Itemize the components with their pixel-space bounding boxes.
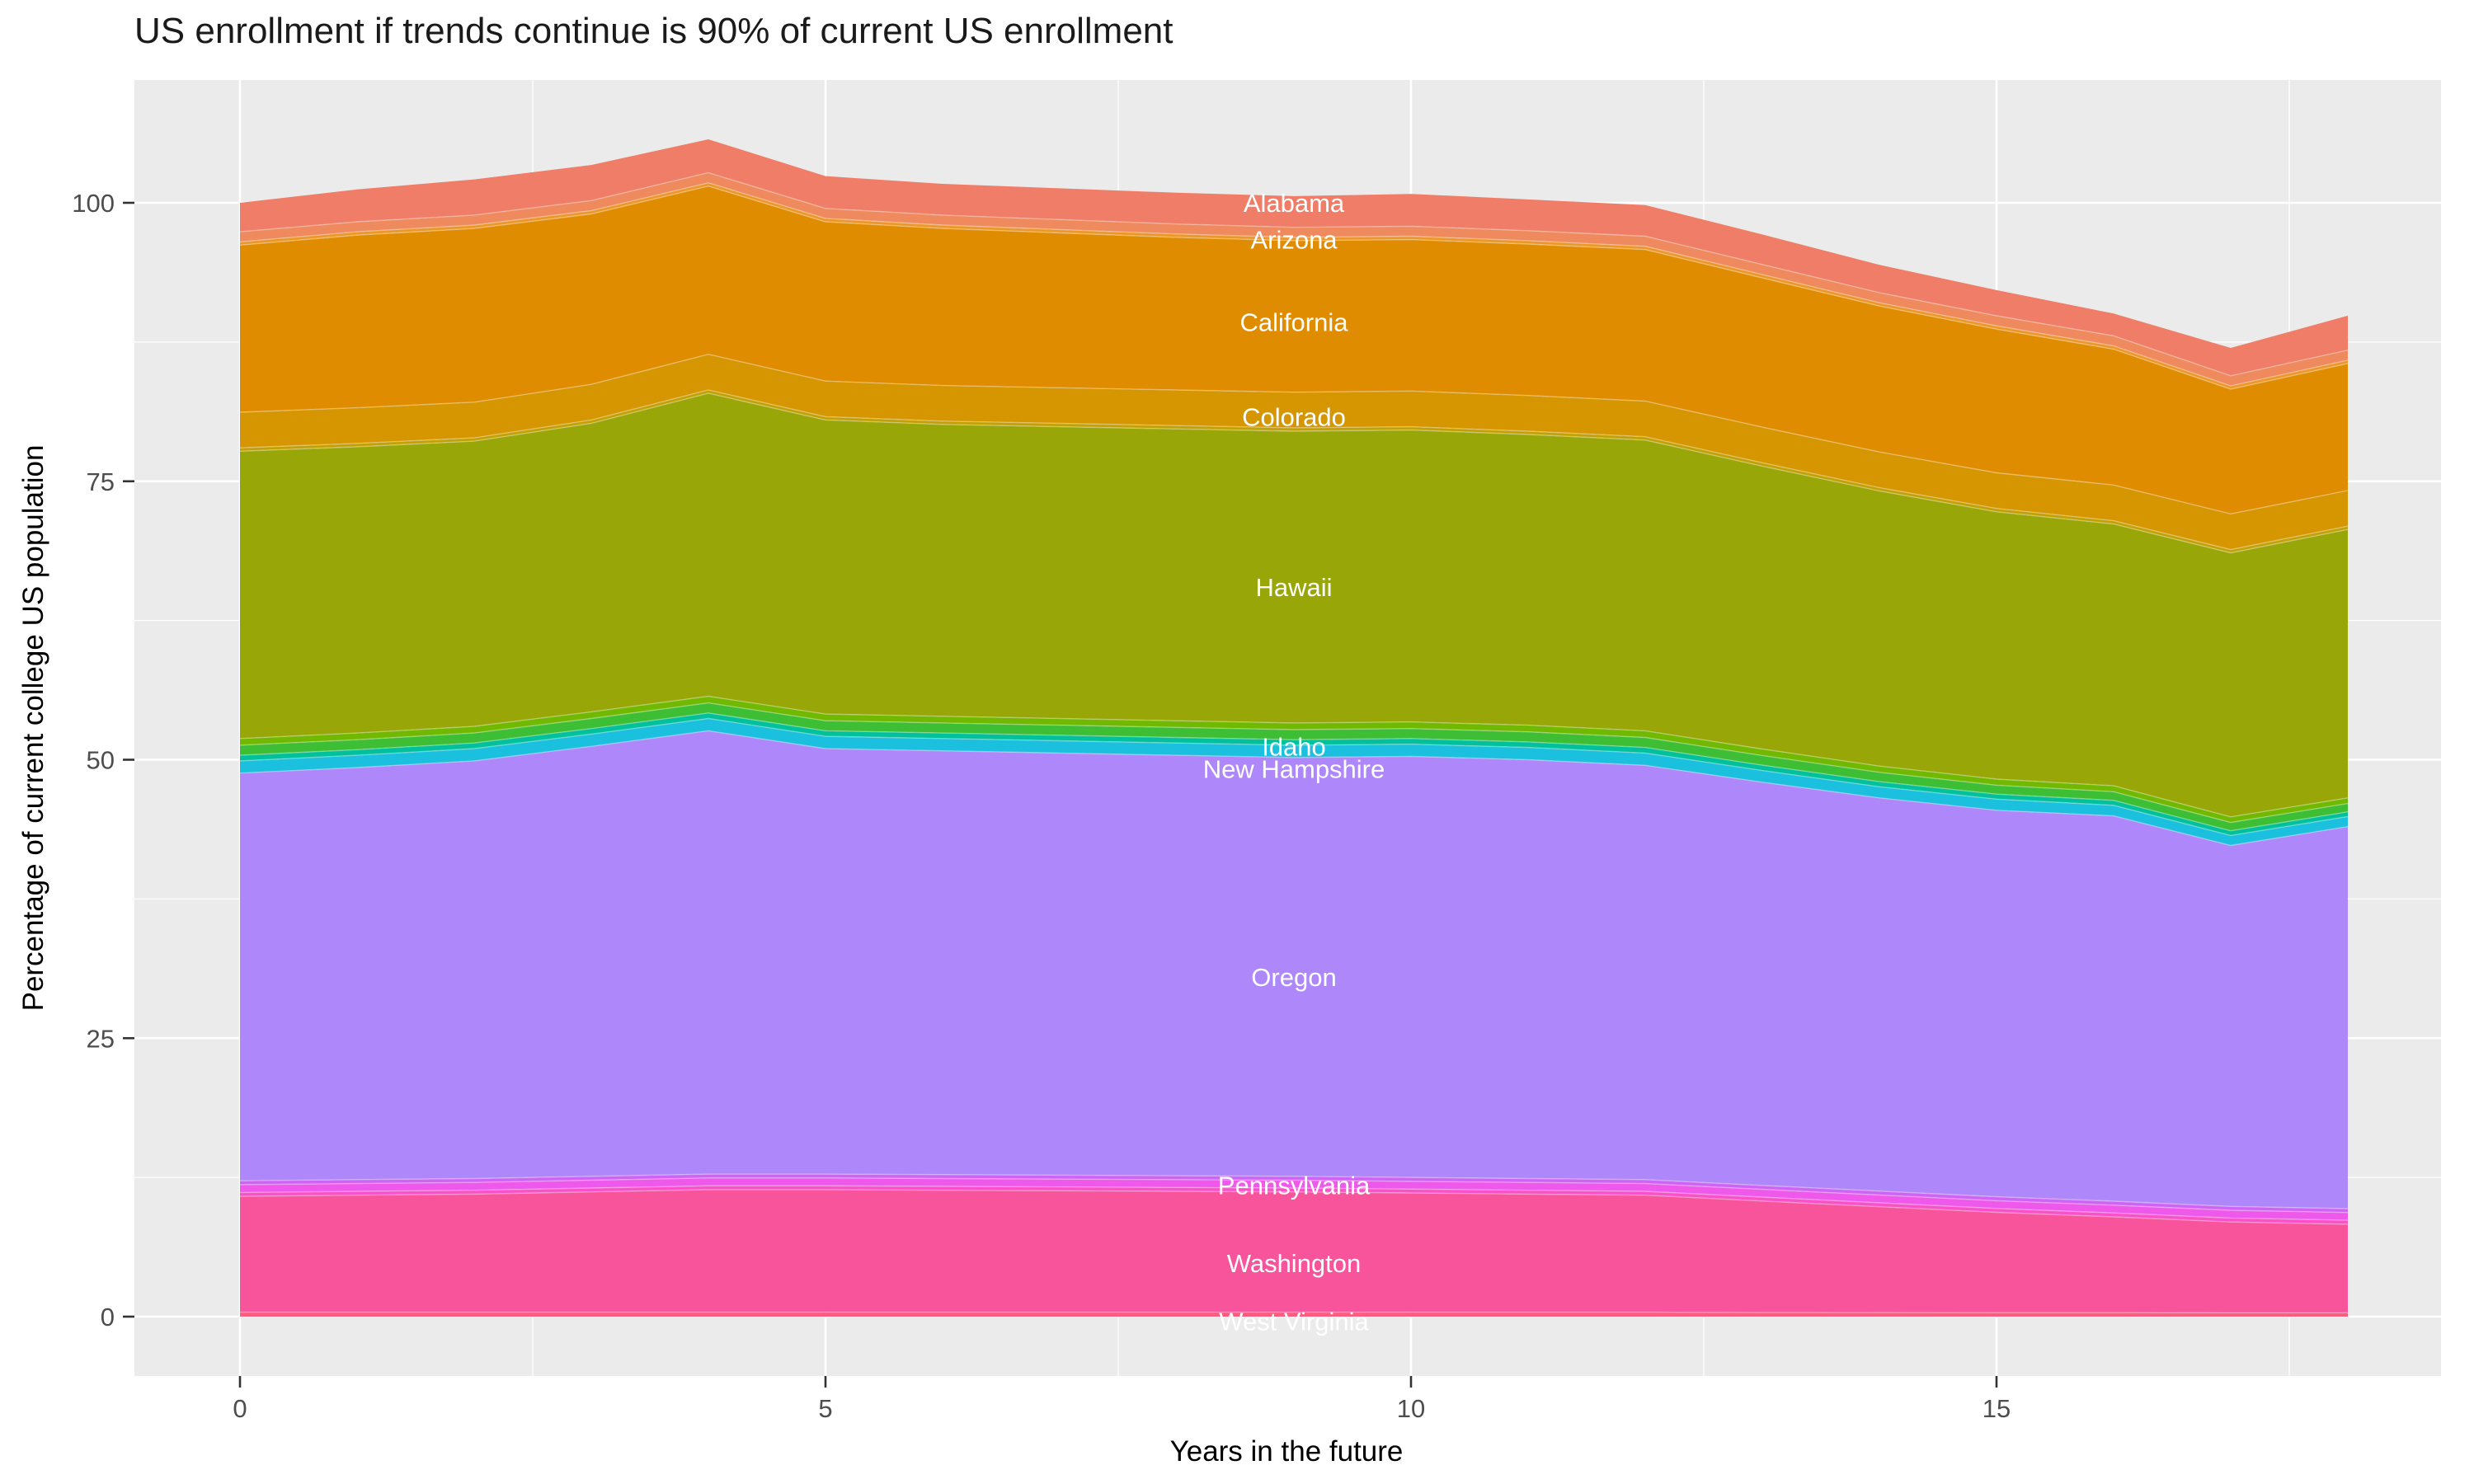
axis-tick-labels: 0 5 10 15 0 25 50 75 100 [72, 189, 2011, 1423]
band-boundary-Washington [239, 1189, 2349, 1225]
state-label-Pennsylvania: Pennsylvania [1218, 1172, 1371, 1200]
state-label-California: California [1240, 308, 1349, 337]
axis-tick-marks [123, 201, 1998, 1388]
band-boundary-unlabeled-strip-1 [239, 1185, 2349, 1221]
area-Colorado [240, 354, 2348, 550]
area-Oregon [240, 730, 2348, 1209]
y-tick-label: 50 [87, 746, 115, 775]
band-boundary-hairlines [239, 171, 2349, 1313]
plot-title: US enrollment if trends continue is 90% … [134, 11, 1173, 51]
band-boundary-Hawaii [239, 392, 2349, 554]
area-California [240, 186, 2348, 514]
band-boundary-unlabeled-strip-4 [239, 695, 2349, 818]
y-tick-label: 0 [101, 1303, 115, 1331]
state-label-Washington: Washington [1227, 1249, 1362, 1278]
band-boundary-unlabeled-strip-2 [239, 1173, 2349, 1209]
state-label-Arizona: Arizona [1250, 226, 1338, 255]
band-boundary-Colorado [239, 353, 2349, 515]
area-Hawaii [240, 393, 2348, 817]
state-label-West-Virginia: West Virginia [1219, 1307, 1369, 1336]
area-Washington [240, 1190, 2348, 1313]
area-West-Virginia [240, 1312, 2348, 1317]
state-label-Oregon: Oregon [1251, 963, 1336, 992]
band-boundary-Arizona [239, 171, 2349, 377]
x-tick-label: 10 [1397, 1394, 1425, 1423]
band-boundary-unlabeled-strip-6 [239, 181, 2349, 387]
stacked-areas [240, 139, 2348, 1317]
state-label-New-Hampshire: New Hampshire [1203, 754, 1385, 783]
state-label-Idaho: Idaho [1262, 732, 1326, 761]
band-boundary-Pennsylvania [239, 1177, 2349, 1214]
area-Pennsylvania [240, 1177, 2348, 1221]
y-tick-label: 75 [87, 467, 115, 496]
y-axis-title: Percentage of current college US populat… [17, 445, 49, 1012]
band-boundary-California [239, 185, 2349, 390]
x-axis-title: Years in the future [1170, 1435, 1404, 1468]
band-boundary-New-Hampshire [239, 717, 2349, 837]
state-label-Alabama: Alabama [1244, 189, 1345, 218]
y-tick-label: 100 [72, 189, 115, 218]
band-boundary-unlabeled-strip-3 [239, 712, 2349, 832]
band-boundary-Idaho [239, 702, 2349, 824]
band-boundary-Oregon [239, 730, 2349, 847]
x-tick-label: 15 [1982, 1394, 2011, 1423]
x-tick-label: 5 [818, 1394, 832, 1423]
x-tick-label: 0 [233, 1394, 247, 1423]
state-labels: West Virginia Washington Pennsylvania Orego… [1203, 189, 1385, 1336]
y-tick-label: 25 [87, 1024, 115, 1053]
band-boundary-unlabeled-strip-5 [239, 389, 2349, 551]
state-label-Hawaii: Hawaii [1255, 573, 1332, 602]
state-label-Colorado: Colorado [1242, 402, 1346, 431]
